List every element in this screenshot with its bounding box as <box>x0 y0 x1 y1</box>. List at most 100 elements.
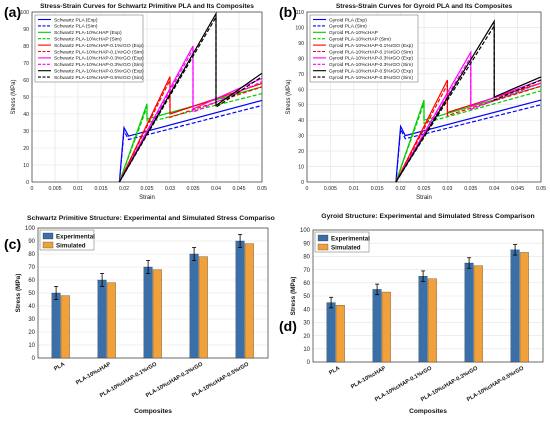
chart-title: Stress-Strain Curves for Schwartz Primit… <box>40 3 254 10</box>
legend-box <box>39 229 95 251</box>
y-tick-label: 90 <box>298 41 304 47</box>
bar <box>335 305 345 363</box>
y-tick-label: 60 <box>298 87 304 93</box>
bar <box>372 289 382 363</box>
x-tick-label: PLA-10%cHAP <box>350 365 387 390</box>
y-tick-label: 0 <box>26 180 29 186</box>
y-tick-label: 80 <box>28 252 35 258</box>
legend-label: Schwartz PLA-10%cHAP-0.1%rGO (Exp) <box>54 43 144 49</box>
y-tick-label: 10 <box>298 165 304 171</box>
x-tick-label: PLA <box>53 362 66 373</box>
x-axis-label: Composites <box>134 408 172 415</box>
x-tick-label: 0.035 <box>464 186 477 192</box>
y-tick-label: 100 <box>20 10 29 16</box>
x-tick-label: 0.04 <box>211 186 221 192</box>
legend-label: Gyroid PLA-10%cHAP-0.3%rGO (Exp) <box>329 56 413 62</box>
y-tick-label: 30 <box>23 129 29 135</box>
panel-label-a: (a) <box>4 4 22 20</box>
y-tick-label: 70 <box>28 265 35 271</box>
legend-box <box>314 231 370 253</box>
legend-swatch <box>42 232 54 240</box>
x-tick-label: PLA <box>328 366 341 377</box>
legend-label: Gyroid PLA-10%cHAP-0.5%rGO (Sim) <box>329 75 413 81</box>
y-tick-label: 70 <box>298 72 304 78</box>
legend-label: Schwartz PLA-10%cHAP (Exp) <box>54 30 122 36</box>
y-tick-label: 40 <box>28 304 35 310</box>
y-axis-label: Stress (MPa) <box>290 277 297 316</box>
y-axis-label: Stress (MPa) <box>15 274 22 313</box>
bar <box>464 262 474 363</box>
bar <box>51 292 61 359</box>
bar <box>326 302 336 363</box>
y-tick-label: 30 <box>28 317 35 323</box>
legend-swatch <box>317 243 329 251</box>
plot-frame <box>306 11 542 183</box>
bar <box>427 278 437 363</box>
y-tick-label: 50 <box>303 294 310 300</box>
y-tick-label: 10 <box>303 347 310 353</box>
panel-label-b: (b) <box>279 4 297 20</box>
panel-b: (b) 0 0.005 0.01 0.015 0.02 0.025 0.03 0.035 0.0… <box>275 0 550 208</box>
legend-label: Simulated <box>56 243 86 250</box>
legend-box <box>309 14 419 83</box>
x-tick-label: 0.025 <box>418 186 431 192</box>
series-line <box>395 84 542 183</box>
y-tick-label: 10 <box>23 163 29 169</box>
legend-label: Gyroid PLA-10%cHAP-0.3%rGO (Sim) <box>329 62 413 68</box>
x-tick-label: 0 <box>31 186 34 192</box>
legend-swatch <box>317 234 329 242</box>
series-line <box>395 54 542 183</box>
y-tick-label: 100 <box>25 226 36 232</box>
x-tick-label: 0.015 <box>95 186 108 192</box>
legend-label: Gyroid PLA-10%cHAP-0.5%rGO (Exp) <box>329 69 413 75</box>
bar <box>198 256 208 359</box>
y-tick-label: 70 <box>303 268 310 274</box>
series-line <box>118 93 263 183</box>
x-tick-label: 0.04 <box>489 186 499 192</box>
legend-label: Schwartz PLA (Exp) <box>54 17 98 23</box>
legend-label: Schwartz PLA-10%cHAP-0.5%rGO (Exp) <box>54 69 144 75</box>
x-tick-label: 0.01 <box>349 186 359 192</box>
x-tick-label: 0.045 <box>511 186 524 192</box>
legend-label: Schwartz PLA-10%cHAP-0.5%rGO (Sim) <box>54 75 144 81</box>
series-line <box>118 14 263 183</box>
legend-swatch <box>42 241 54 249</box>
x-tick-label: 0.035 <box>187 186 200 192</box>
legend-label: Schwartz PLA-10%cHAP (Sim) <box>54 37 122 43</box>
y-tick-label: 80 <box>303 255 310 261</box>
x-tick-label: PLA-10%cHAP <box>75 361 112 386</box>
y-tick-label: 0 <box>32 356 36 362</box>
legend-label: Gyroid PLA-10%cHAP-0.1%rGO (Exp) <box>329 43 413 49</box>
y-tick-label: 20 <box>298 149 304 155</box>
panel-label-d: (d) <box>279 318 297 334</box>
bar <box>152 269 162 359</box>
x-tick-label: 0.02 <box>396 186 406 192</box>
y-tick-label: 50 <box>23 95 29 101</box>
panel-a: (a) 0 0.005 0.01 0.015 0.02 0.025 0.03 0.035 0.0… <box>0 0 275 208</box>
y-tick-label: 70 <box>23 61 29 67</box>
series-line <box>118 104 263 183</box>
y-tick-label: 50 <box>28 291 35 297</box>
y-tick-label: 60 <box>303 281 310 287</box>
y-tick-label: 50 <box>298 103 304 109</box>
y-tick-label: 30 <box>298 134 304 140</box>
legend-label: Experimental <box>331 236 370 243</box>
panel-c: (c) 0 10 20 30 40 50 60 70 80 90 100 PLA PLA-10%cHAP… <box>0 208 279 417</box>
y-tick-label: 90 <box>28 239 35 245</box>
bar <box>189 253 199 359</box>
legend-label: Gyroid PLA (Exp) <box>329 17 367 23</box>
y-tick-label: 20 <box>23 146 29 152</box>
x-tick-label: 0.005 <box>324 186 337 192</box>
legend-box <box>34 14 144 83</box>
y-tick-label: 20 <box>303 334 310 340</box>
y-tick-label: 40 <box>298 118 304 124</box>
legend-label: Schwartz PLA-10%cHAP-0.1%rGO (Sim) <box>54 49 144 55</box>
legend-label: Simulated <box>331 245 361 252</box>
y-tick-label: 40 <box>23 112 29 118</box>
bar <box>519 252 529 363</box>
series-line <box>395 104 542 183</box>
bar <box>235 240 245 359</box>
y-tick-label: 30 <box>303 321 310 327</box>
